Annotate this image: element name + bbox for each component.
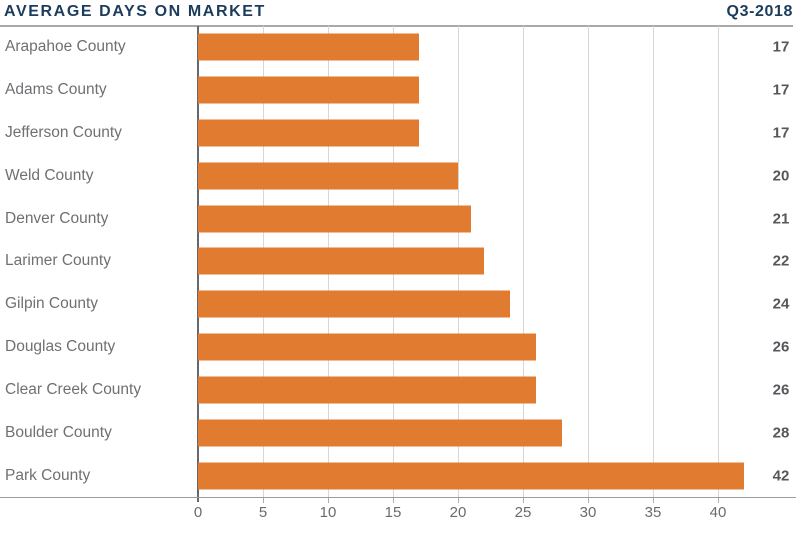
tick-mark (263, 498, 264, 503)
bar (198, 290, 510, 318)
bar (198, 205, 471, 233)
chart-row: Adams County 17 (0, 69, 800, 112)
chart-row: Arapahoe County 17 (0, 26, 800, 69)
value-label: 42 (772, 467, 790, 485)
category-label: Arapahoe County (5, 38, 126, 56)
value-label: 17 (772, 38, 790, 56)
category-label: Boulder County (5, 423, 112, 441)
x-tick-label: 15 (384, 504, 402, 521)
bar (198, 33, 419, 61)
chart-title: AVERAGE DAYS ON MARKET (4, 3, 266, 20)
bar (198, 247, 484, 275)
gridline (523, 26, 524, 497)
value-label: 28 (772, 424, 790, 442)
chart-row: Gilpin County 24 (0, 283, 800, 326)
bar (198, 76, 419, 104)
chart-row: Larimer County 22 (0, 240, 800, 283)
header-divider (0, 25, 793, 27)
value-label: 17 (772, 81, 790, 99)
category-label: Jefferson County (5, 124, 122, 142)
category-label: Denver County (5, 209, 109, 227)
bar (198, 119, 419, 147)
bar (198, 462, 744, 490)
category-label: Adams County (5, 81, 107, 99)
category-label: Weld County (5, 166, 94, 184)
x-axis-baseline (0, 497, 796, 498)
x-tick-label: 5 (258, 504, 268, 521)
tick-mark (523, 498, 524, 503)
x-tick-label: 20 (449, 504, 467, 521)
tick-mark (458, 498, 459, 503)
chart-row: Jefferson County 17 (0, 112, 800, 155)
category-label: Douglas County (5, 338, 116, 356)
x-tick-label: 25 (514, 504, 532, 521)
tick-mark (588, 498, 589, 503)
tick-mark (718, 498, 719, 503)
tick-mark (653, 498, 654, 503)
value-label: 24 (772, 295, 790, 313)
chart-row: Denver County 21 (0, 197, 800, 240)
gridline (653, 26, 654, 497)
category-label: Larimer County (5, 252, 111, 270)
x-tick-label: 30 (579, 504, 597, 521)
chart-row: Weld County 20 (0, 154, 800, 197)
chart-row: Park County 42 (0, 454, 800, 497)
category-label: Clear Creek County (5, 380, 142, 398)
gridline (588, 26, 589, 497)
bar (198, 162, 458, 190)
tick-mark (328, 498, 329, 503)
value-label: 22 (772, 252, 790, 270)
chart-row: Boulder County 28 (0, 411, 800, 454)
x-tick-label: 35 (644, 504, 662, 521)
chart-row: Douglas County 26 (0, 326, 800, 369)
value-label: 26 (772, 381, 790, 399)
category-label: Park County (5, 466, 91, 484)
value-label: 20 (772, 167, 790, 185)
value-label: 17 (772, 124, 790, 142)
value-label: 21 (772, 210, 790, 228)
value-label: 26 (772, 338, 790, 356)
period-badge: Q3-2018 (726, 3, 793, 20)
gridline (718, 26, 719, 497)
bar (198, 376, 536, 404)
x-tick-label: 40 (709, 504, 727, 521)
x-tick-label: 0 (193, 504, 203, 521)
tick-mark (393, 498, 394, 503)
chart-row: Clear Creek County 26 (0, 369, 800, 412)
category-label: Gilpin County (5, 295, 99, 313)
bar (198, 419, 562, 447)
x-tick-label: 10 (319, 504, 337, 521)
bar (198, 333, 536, 361)
